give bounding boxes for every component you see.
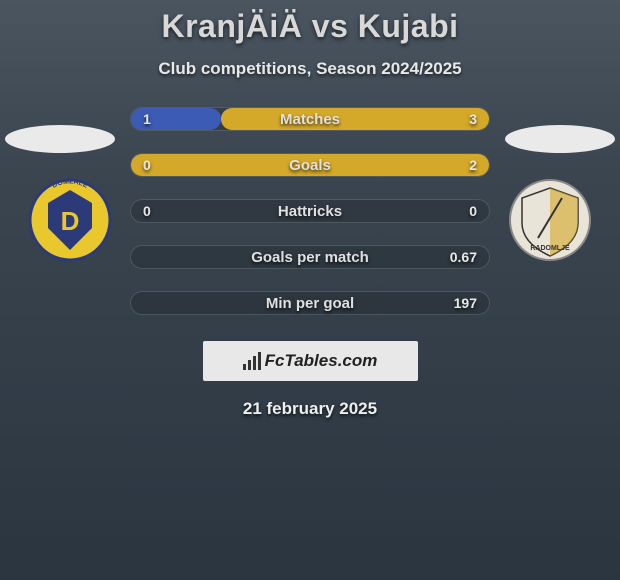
header: KranjÄiÄ vs Kujabi Club competitions, Se… bbox=[0, 0, 620, 79]
stat-value-right: 3 bbox=[469, 111, 477, 127]
stat-label: Hattricks bbox=[278, 203, 342, 220]
bar-chart-icon bbox=[243, 352, 261, 370]
stat-value-left: 0 bbox=[143, 157, 151, 173]
stat-rows: 1 Matches 3 0 Goals 2 0 Hattricks 0 Goals per mat… bbox=[130, 107, 490, 315]
stat-label: Goals bbox=[289, 157, 331, 174]
subtitle: Club competitions, Season 2024/2025 bbox=[0, 59, 620, 79]
stat-fill-right bbox=[221, 108, 490, 130]
branding-text: FcTables.com bbox=[265, 351, 378, 371]
stats-area: 1 Matches 3 0 Goals 2 0 Hattricks 0 Goals per mat… bbox=[0, 107, 620, 315]
stat-value-right: 197 bbox=[454, 295, 477, 311]
branding-banner: FcTables.com bbox=[203, 341, 418, 381]
stat-value-right: 2 bbox=[469, 157, 477, 173]
stat-row: 0 Hattricks 0 bbox=[130, 199, 490, 223]
stat-label: Matches bbox=[280, 111, 340, 128]
stat-value-right: 0 bbox=[469, 203, 477, 219]
page-title: KranjÄiÄ vs Kujabi bbox=[0, 8, 620, 45]
date-label: 21 february 2025 bbox=[0, 399, 620, 419]
stat-label: Goals per match bbox=[251, 249, 369, 266]
stat-row: Min per goal 197 bbox=[130, 291, 490, 315]
stat-value-left: 0 bbox=[143, 203, 151, 219]
stat-value-right: 0.67 bbox=[450, 249, 477, 265]
stat-label: Min per goal bbox=[266, 295, 354, 312]
stat-value-left: 1 bbox=[143, 111, 151, 127]
stat-row: 1 Matches 3 bbox=[130, 107, 490, 131]
stat-row: Goals per match 0.67 bbox=[130, 245, 490, 269]
stat-row: 0 Goals 2 bbox=[130, 153, 490, 177]
